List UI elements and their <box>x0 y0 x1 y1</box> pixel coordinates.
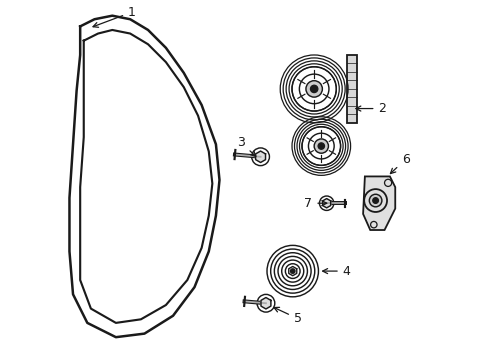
Text: 4: 4 <box>322 265 350 278</box>
Text: 7: 7 <box>304 197 326 210</box>
Polygon shape <box>322 199 330 208</box>
Text: 6: 6 <box>389 153 409 174</box>
Polygon shape <box>255 151 265 162</box>
Text: 3: 3 <box>237 136 255 156</box>
FancyBboxPatch shape <box>346 55 356 123</box>
Circle shape <box>317 143 324 149</box>
Polygon shape <box>363 176 394 230</box>
Circle shape <box>305 81 322 97</box>
Circle shape <box>290 269 294 273</box>
Circle shape <box>310 85 317 93</box>
Text: 5: 5 <box>273 307 301 325</box>
Circle shape <box>368 194 381 207</box>
Text: 1: 1 <box>93 6 136 27</box>
Circle shape <box>313 139 328 153</box>
Polygon shape <box>261 297 270 309</box>
Polygon shape <box>288 266 296 276</box>
Text: 2: 2 <box>355 102 386 115</box>
Circle shape <box>372 198 378 203</box>
